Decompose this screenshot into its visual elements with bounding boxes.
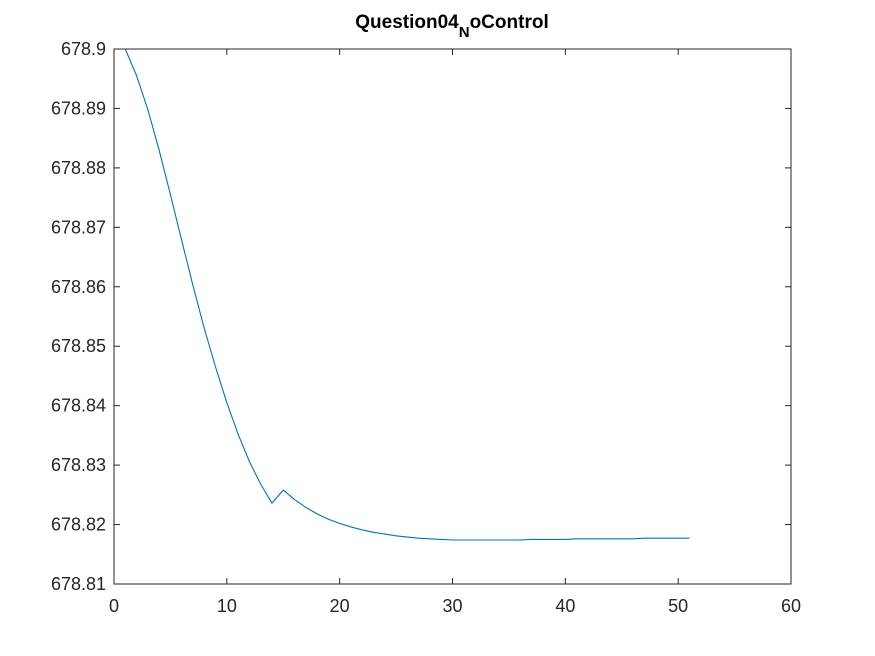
x-tick-label: 50 (668, 596, 688, 616)
x-tick-label: 30 (442, 596, 462, 616)
y-tick-label: 678.85 (51, 336, 106, 356)
chart-title-suffix: oControl (470, 12, 549, 33)
y-tick-label: 678.9 (61, 39, 106, 59)
axes-box (113, 48, 792, 585)
chart-title-subscript: N (459, 24, 470, 41)
y-tick-label: 678.87 (51, 217, 106, 237)
chart-title: Question04NoControl (355, 12, 548, 41)
y-tick-label: 678.86 (51, 277, 106, 297)
x-tick-label: 60 (781, 596, 801, 616)
x-tick-label: 0 (109, 596, 119, 616)
y-tick-label: 678.81 (51, 574, 106, 594)
x-tick-label: 10 (217, 596, 237, 616)
y-tick-label: 678.83 (51, 455, 106, 475)
y-tick-label: 678.84 (51, 396, 106, 416)
x-tick-label: 40 (555, 596, 575, 616)
chart-title-main: Question04 (355, 12, 459, 33)
plot-area: 0 10 20 30 40 50 60 678.81 678.82 678.83 678.84 678… (51, 39, 801, 616)
series-line-0 (124, 48, 690, 541)
y-tick-label: 678.82 (51, 515, 106, 535)
y-tick-label: 678.88 (51, 158, 106, 178)
y-tick-label: 678.89 (51, 98, 106, 118)
x-tick-label: 20 (330, 596, 350, 616)
